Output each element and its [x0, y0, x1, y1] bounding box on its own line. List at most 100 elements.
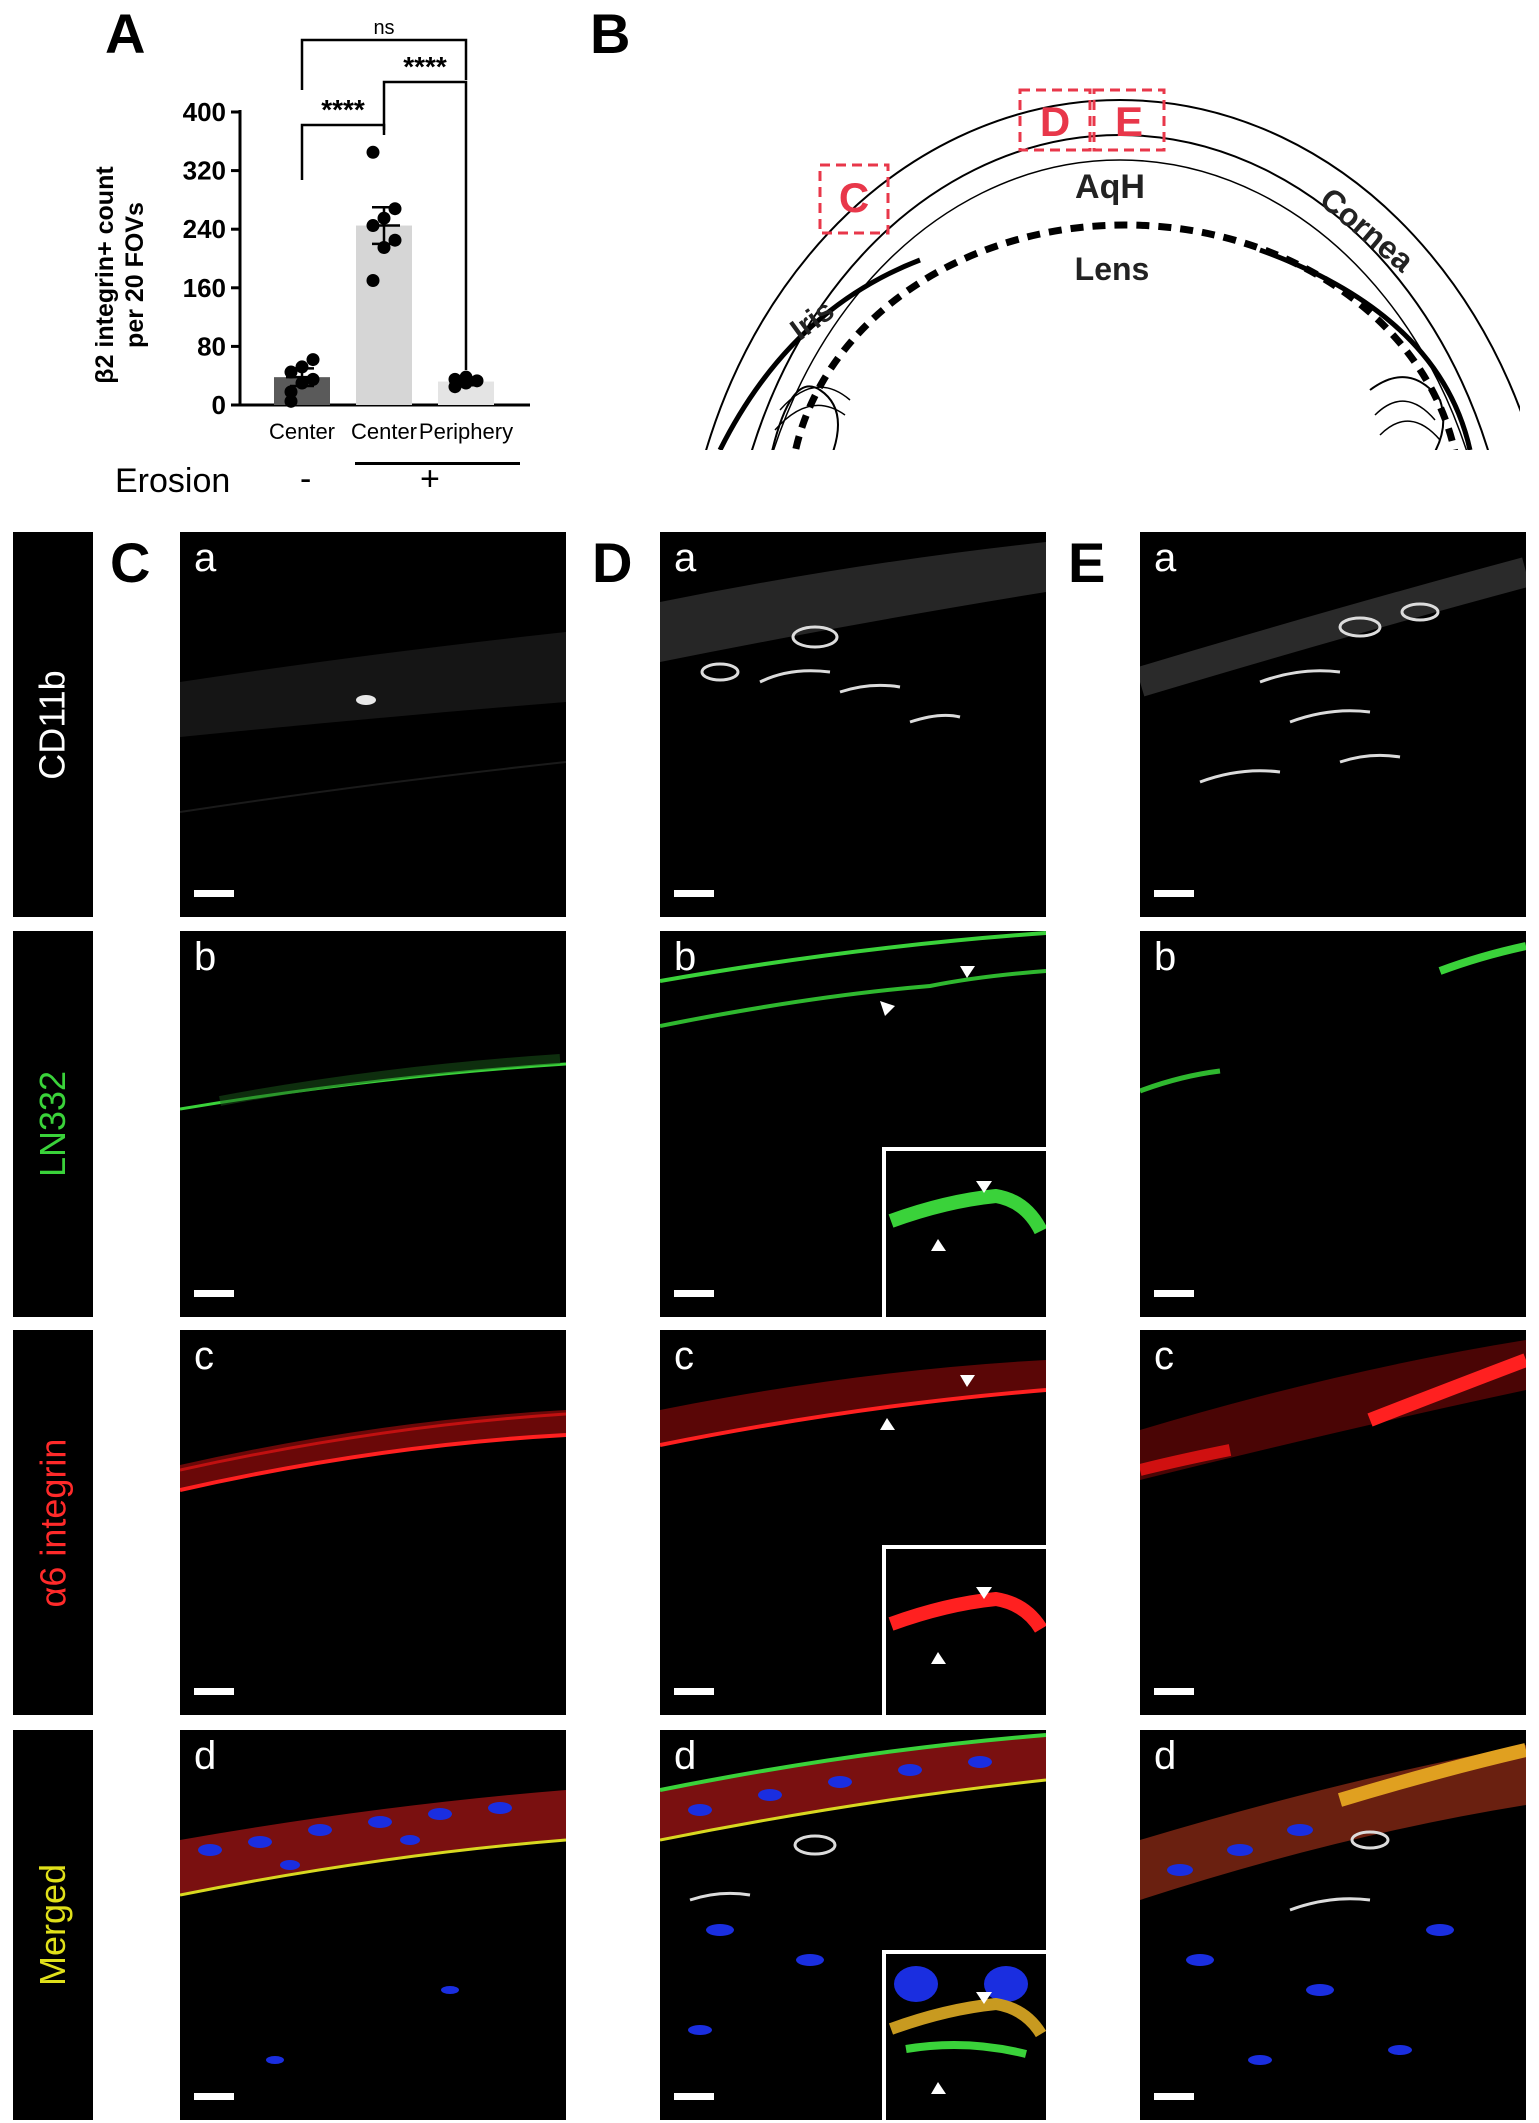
- micrograph-c-b-image: [180, 1054, 566, 1111]
- bracket-center-periphery: [382, 80, 468, 370]
- data-point: [366, 273, 380, 287]
- sublabel-e-c: c: [1154, 1334, 1174, 1378]
- bracket-center-periphery-label: ****: [403, 51, 447, 82]
- micrograph-d-d: d: [660, 1730, 1046, 2120]
- row-label-cd11b-text: CD11b: [32, 669, 74, 780]
- bracket-center-center-label: ****: [321, 94, 365, 125]
- panel-letter-d: D: [592, 531, 633, 594]
- data-point: [377, 241, 391, 255]
- data-point: [388, 233, 402, 247]
- scale-bar-e-a: [1154, 890, 1194, 897]
- sublabel-d-d: d: [674, 1734, 697, 1778]
- micrograph-c-c: c: [180, 1330, 566, 1715]
- bar-1: [356, 225, 412, 405]
- panel-letter-a: A: [105, 2, 146, 65]
- micrograph-e-a-image: [1140, 557, 1526, 784]
- micrograph-e-d-image: [1140, 1743, 1526, 2065]
- micrograph-d-a-image: [660, 542, 1046, 724]
- erosion-plus: +: [420, 460, 440, 498]
- box-e-label: E: [1115, 98, 1143, 145]
- row-label-ln332-text: LN332: [32, 1070, 73, 1178]
- panel-letter-b: B: [590, 2, 631, 65]
- sublabel-c-b: b: [194, 935, 217, 979]
- y-tick-label: 80: [197, 331, 226, 361]
- y-tick-label: 400: [183, 97, 226, 127]
- micrograph-c-a-image: [180, 632, 566, 813]
- scale-bar-c-d: [194, 2093, 234, 2100]
- iris-label: Iris: [785, 294, 841, 347]
- data-point: [295, 376, 309, 390]
- erosion-label: Erosion: [115, 462, 231, 500]
- x-tick-label-1: Center: [351, 419, 417, 444]
- micrograph-e-d: d: [1140, 1730, 1526, 2120]
- data-point: [284, 394, 298, 408]
- row-label-a6-integrin-text: α6 integrin: [32, 1438, 74, 1607]
- data-point: [306, 372, 320, 386]
- scale-bar-c-a: [194, 890, 234, 897]
- sublabel-e-b: b: [1154, 935, 1177, 979]
- row-label-merged-text: Merged: [32, 1863, 73, 1987]
- data-point: [366, 219, 380, 233]
- sublabel-d-c: c: [674, 1334, 694, 1378]
- micrograph-d-c: c: [660, 1330, 1046, 1715]
- inset-d-b-image: [888, 1181, 1046, 1251]
- inset-d-c-image: [888, 1587, 1046, 1664]
- micrograph-d-d-image: [660, 1733, 1046, 2035]
- eye-diagram: C D E AqH Lens Iris Cornea: [705, 88, 1520, 450]
- erosion-bar: [355, 462, 520, 465]
- micrograph-e-c-image: [1140, 1340, 1526, 1480]
- sublabel-e-a: a: [1154, 536, 1177, 580]
- box-d-label: D: [1040, 98, 1070, 145]
- data-point: [470, 374, 484, 388]
- row-label-ln332: LN332: [13, 931, 93, 1317]
- erosion-minus: -: [300, 460, 312, 498]
- y-tick-label: 0: [212, 390, 226, 420]
- aqh-label: AqH: [1075, 168, 1145, 206]
- data-point: [284, 385, 298, 399]
- data-point: [306, 353, 320, 367]
- micrograph-e-c: c: [1140, 1330, 1526, 1715]
- scale-bar-e-d: [1154, 2093, 1194, 2100]
- scale-bar-d-a: [674, 890, 714, 897]
- micrograph-c-c-image: [180, 1410, 566, 1492]
- y-tick-label: 160: [183, 273, 226, 303]
- box-c-label: C: [839, 174, 869, 221]
- micrograph-d-b-image: [660, 931, 1046, 1028]
- micrograph-d-a: a: [660, 532, 1046, 917]
- scale-bar-c-c: [194, 1688, 234, 1695]
- x-tick-label-0: Center: [269, 419, 335, 444]
- sublabel-c-a: a: [194, 536, 217, 580]
- x-tick-label-2: Periphery: [419, 419, 513, 444]
- scale-bar-d-d: [674, 2093, 714, 2100]
- scale-bar-e-c: [1154, 1688, 1194, 1695]
- row-label-cd11b: CD11b: [13, 532, 93, 917]
- data-point: [388, 202, 402, 216]
- micrograph-c-d: d: [180, 1730, 566, 2120]
- micrograph-e-a: a: [1140, 532, 1526, 917]
- bracket-ns-label: ns: [373, 17, 394, 39]
- micrograph-e-b-image: [1140, 942, 1526, 1094]
- inset-d-d: [882, 1950, 1046, 2120]
- data-point: [448, 372, 462, 386]
- data-point: [366, 145, 380, 159]
- inset-d-b: [882, 1147, 1046, 1317]
- data-point: [284, 365, 298, 379]
- sublabel-e-d: d: [1154, 1734, 1177, 1778]
- sublabel-d-a: a: [674, 536, 697, 580]
- inset-d-d-image: [888, 1966, 1046, 2094]
- micrograph-c-d-image: [180, 1790, 566, 2064]
- inset-d-c: [882, 1545, 1046, 1715]
- cornea-label: Cornea: [1313, 180, 1421, 279]
- panel-letter-c: C: [110, 531, 151, 594]
- data-point: [459, 370, 473, 384]
- scale-bar-d-b: [674, 1290, 714, 1297]
- scale-bar-e-b: [1154, 1290, 1194, 1297]
- data-point: [377, 211, 391, 225]
- row-label-a6-integrin: α6 integrin: [13, 1330, 93, 1715]
- panel-letter-e: E: [1068, 531, 1106, 594]
- scale-bar-c-b: [194, 1290, 234, 1297]
- bracket-ns: [300, 38, 468, 90]
- micrograph-d-c-image: [660, 1360, 1046, 1447]
- micrograph-c-a: a: [180, 532, 566, 917]
